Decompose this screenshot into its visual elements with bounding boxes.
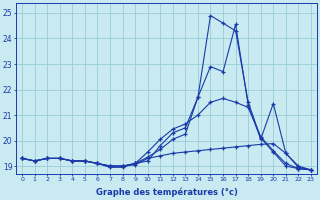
X-axis label: Graphe des températures (°c): Graphe des températures (°c) xyxy=(96,188,237,197)
